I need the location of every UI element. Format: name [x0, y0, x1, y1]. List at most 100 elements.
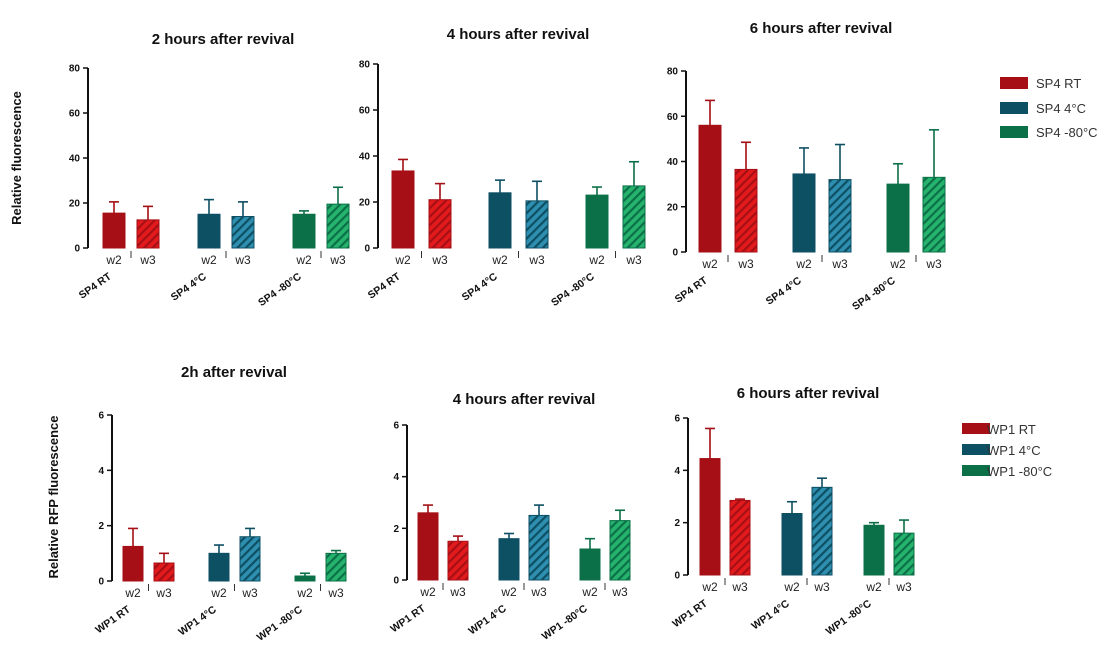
legend-label-wp1-4c: WP1 4°C	[987, 443, 1041, 458]
y-tick-label: 0	[98, 577, 104, 588]
bar-label: w2	[795, 257, 812, 271]
y-tick-label: 2	[98, 521, 104, 532]
bar-label: w3	[731, 580, 748, 594]
bar-label: w3	[625, 253, 642, 267]
y-tick-label: 0	[364, 244, 370, 255]
legend-swatch-wp1-4c	[962, 444, 990, 455]
y-tick-label: 60	[359, 106, 371, 117]
chart-6h-sp4: 6 hours after revival 0 20 40 60 80 w2 w3 SP4 RT…	[667, 20, 946, 313]
bar-w3	[922, 176, 946, 253]
chart-title: 4 hours after revival	[447, 26, 590, 43]
bar-w2	[102, 212, 126, 249]
bar-w3	[609, 520, 631, 581]
bar-label: w3	[611, 585, 628, 599]
bar-w3	[734, 168, 758, 253]
bar-w2	[579, 548, 601, 581]
y-tick-label: 80	[667, 67, 679, 78]
bar-label: w3	[813, 580, 830, 594]
bar-w2	[585, 194, 609, 249]
chart-title: 6 hours after revival	[737, 385, 880, 402]
y-tick-label: 6	[393, 421, 399, 432]
y-tick-label: 20	[69, 199, 81, 210]
legend-top: SP4 RT SP4 4°C SP4 -80°C	[1000, 76, 1098, 140]
legend-swatch-wp1-80c	[962, 465, 990, 476]
chart-title: 2 hours after revival	[152, 31, 295, 48]
bar-label: w2	[105, 253, 122, 267]
y-tick-label: 0	[74, 244, 80, 255]
y-tick-label: 6	[98, 411, 104, 422]
bar-w2	[792, 173, 816, 253]
bar-label: w3	[431, 253, 448, 267]
y-tick-label: 40	[359, 152, 371, 163]
y-tick-label: 60	[69, 109, 81, 120]
chart-title: 2h after revival	[181, 364, 287, 381]
bar-label: w2	[581, 585, 598, 599]
category-label: SP4 RT	[673, 274, 710, 305]
category-label: SP4 RT	[77, 270, 114, 301]
legend-label-sp4-80c: SP4 -80°C	[1036, 125, 1098, 140]
bar-w3	[622, 185, 646, 249]
bar-w3	[326, 203, 350, 249]
bar-label: w3	[241, 586, 258, 600]
bar-label: w2	[701, 257, 718, 271]
bar-w3	[447, 540, 469, 581]
bar-w3	[893, 532, 915, 576]
category-label: SP4 -80°C	[256, 270, 304, 309]
bar-w3	[828, 179, 852, 253]
bar-label: w2	[210, 586, 227, 600]
y-tick-label: 40	[69, 154, 81, 165]
chart-title: 6 hours after revival	[750, 20, 893, 37]
legend-swatch-wp1-rt	[962, 423, 990, 434]
legend-bottom: WP1 RT WP1 4°C WP1 -80°C	[962, 422, 1052, 479]
y-tick-label: 4	[393, 472, 399, 483]
category-label: WP1 -80°C	[255, 603, 305, 643]
bar-w2	[698, 124, 722, 253]
bar-label: w3	[530, 585, 547, 599]
legend-label-sp4-rt: SP4 RT	[1036, 76, 1081, 91]
bar-label: w3	[831, 257, 848, 271]
bar-label: w2	[491, 253, 508, 267]
bar-label: w3	[234, 253, 251, 267]
bar-label: w3	[139, 253, 156, 267]
y-tick-label: 80	[359, 60, 371, 71]
category-label: WP1 RT	[670, 597, 710, 630]
y-tick-label: 0	[672, 248, 678, 259]
legend-label-wp1-80c: WP1 -80°C	[987, 464, 1052, 479]
bar-w2	[863, 524, 885, 576]
bar-w3	[136, 219, 160, 249]
bar-label: w2	[394, 253, 411, 267]
bar-w2	[488, 192, 512, 249]
bar-w3	[239, 536, 261, 582]
bar-w3	[525, 200, 549, 249]
category-label: SP4 -80°C	[549, 270, 597, 309]
bar-w2	[417, 512, 439, 581]
bar-label: w3	[925, 257, 942, 271]
category-label: WP1 RT	[93, 603, 133, 636]
y-tick-label: 60	[667, 112, 679, 123]
category-label: SP4 RT	[366, 270, 403, 301]
bar-label: w2	[296, 586, 313, 600]
bar-label: w2	[588, 253, 605, 267]
bar-w2	[292, 213, 316, 249]
y-tick-label: 0	[393, 576, 399, 587]
y-tick-label: 80	[69, 64, 81, 75]
bar-label: w2	[783, 580, 800, 594]
bar-label: w2	[701, 580, 718, 594]
bar-w3	[231, 216, 255, 249]
bar-w3	[325, 552, 347, 582]
bar-w2	[294, 575, 316, 582]
category-label: WP1 4°C	[749, 597, 792, 632]
category-label: WP1 -80°C	[540, 602, 590, 642]
bar-w3	[811, 486, 833, 576]
bar-w3	[528, 514, 550, 581]
chart-2h-sp4: 2 hours after revival 0 20 40 60 80 w2 w3 SP4 RT…	[69, 31, 350, 309]
y-tick-label: 0	[674, 571, 680, 582]
bar-label: w2	[200, 253, 217, 267]
bar-w2	[781, 513, 803, 576]
bar-w2	[886, 183, 910, 253]
y-tick-label: 40	[667, 157, 679, 168]
chart-2h-wp1: 2h after revival 0 2 4 6 w2 w3 WP1 RT w2 w3 WP1 4°…	[93, 364, 347, 644]
category-label: WP1 4°C	[176, 603, 219, 638]
